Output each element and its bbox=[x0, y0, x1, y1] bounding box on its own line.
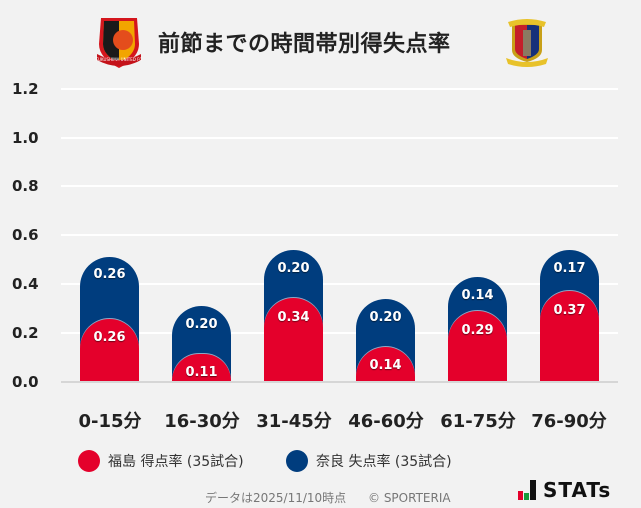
y-tick-label: 0.8 bbox=[12, 177, 39, 195]
stats-logo: STATs bbox=[518, 478, 611, 500]
home-value-label: 0.14 bbox=[369, 358, 402, 373]
y-tick-label: 0.2 bbox=[12, 324, 39, 342]
x-tick-label: 76-90分 bbox=[531, 411, 607, 432]
legend-label-home: 福島 得点率 (35試合) bbox=[108, 454, 244, 470]
away-value-label: 0.20 bbox=[277, 261, 310, 276]
legend-dot-blue-icon bbox=[286, 450, 308, 472]
logo-bar-black-icon bbox=[530, 480, 536, 500]
legend-dot-red-icon bbox=[78, 450, 100, 472]
gridline bbox=[61, 283, 618, 285]
gridline bbox=[61, 234, 618, 236]
home-bar bbox=[540, 291, 599, 381]
home-value-label: 0.26 bbox=[93, 330, 126, 345]
home-bar bbox=[448, 311, 507, 381]
x-axis-baseline bbox=[61, 381, 618, 383]
home-bar bbox=[264, 298, 323, 381]
away-value-label: 0.17 bbox=[553, 261, 586, 276]
away-value-label: 0.20 bbox=[369, 310, 402, 325]
home-bar bbox=[80, 319, 139, 381]
gridline bbox=[61, 88, 618, 90]
svg-text:FUKUSHIMA UNITED FC: FUKUSHIMA UNITED FC bbox=[96, 57, 143, 62]
x-tick-label: 46-60分 bbox=[348, 411, 424, 432]
y-tick-label: 1.0 bbox=[12, 129, 39, 147]
x-tick-label: 0-15分 bbox=[78, 411, 142, 432]
y-tick-label: 0.4 bbox=[12, 275, 39, 293]
away-value-label: 0.14 bbox=[461, 288, 494, 303]
chart-header: FUKUSHIMA UNITED FC 前節までの時間帯別得失点率 bbox=[0, 0, 641, 80]
y-tick-label: 0.6 bbox=[12, 226, 39, 244]
y-tick-label: 1.2 bbox=[12, 80, 39, 98]
nara-club-crest-icon bbox=[506, 19, 548, 67]
gridline bbox=[61, 332, 618, 334]
y-tick-label: 0.0 bbox=[12, 373, 39, 391]
home-value-label: 0.29 bbox=[461, 323, 494, 338]
logo-bar-green-icon bbox=[524, 493, 529, 500]
logo-bar-red-icon bbox=[518, 491, 523, 500]
home-value-label: 0.11 bbox=[185, 365, 218, 380]
fukushima-united-crest-icon: FUKUSHIMA UNITED FC bbox=[96, 18, 143, 68]
gridline bbox=[61, 137, 618, 139]
stats-logo-text: STATs bbox=[543, 478, 612, 502]
away-value-label: 0.20 bbox=[185, 317, 218, 332]
legend-item-away: 奈良 失点率 (35試合) bbox=[286, 450, 452, 472]
x-tick-label: 61-75分 bbox=[440, 411, 516, 432]
home-value-label: 0.34 bbox=[277, 310, 310, 325]
legend-label-away: 奈良 失点率 (35試合) bbox=[316, 454, 452, 470]
gridline bbox=[61, 185, 618, 187]
copyright-text: © SPORTERIA bbox=[368, 491, 451, 505]
x-tick-label: 31-45分 bbox=[256, 411, 332, 432]
away-value-label: 0.26 bbox=[93, 267, 126, 282]
legend-item-home: 福島 得点率 (35試合) bbox=[78, 450, 244, 472]
home-value-label: 0.37 bbox=[553, 303, 586, 318]
data-date-note: データは2025/11/10時点 bbox=[205, 491, 347, 505]
footer-note: データは2025/11/10時点 © SPORTERIA bbox=[205, 489, 451, 506]
chart-title: 前節までの時間帯別得失点率 bbox=[158, 32, 451, 57]
x-tick-label: 16-30分 bbox=[164, 411, 240, 432]
